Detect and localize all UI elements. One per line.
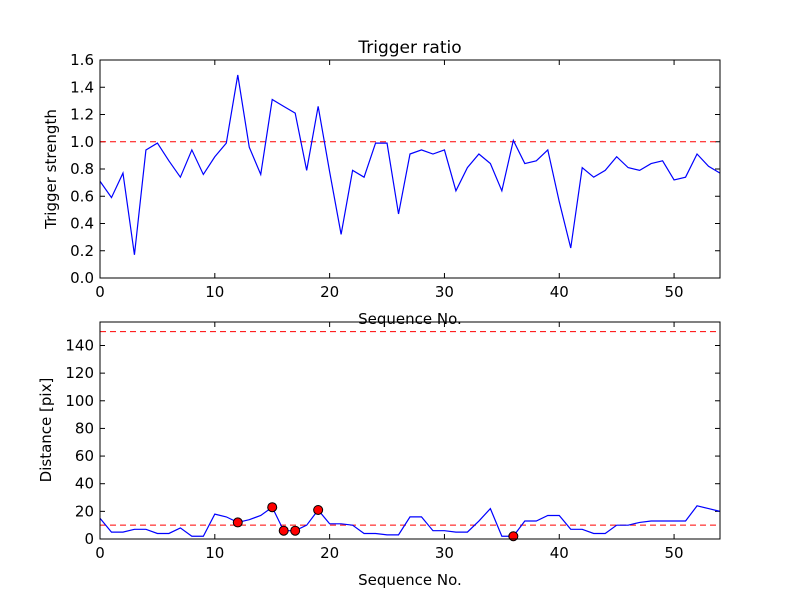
- x-tick-label: 50: [665, 544, 684, 562]
- highlight-marker: [232, 517, 243, 528]
- y-tick-label: 0.6: [70, 187, 94, 205]
- y-tick-label: 0.0: [70, 269, 94, 287]
- highlight-marker: [267, 502, 278, 513]
- x-tick-label: 30: [435, 283, 454, 301]
- y-tick-label: 1.4: [70, 78, 94, 96]
- chart-title: Trigger ratio: [357, 38, 461, 58]
- y-tick-label: 40: [75, 475, 94, 493]
- y-tick-label: 0: [84, 530, 94, 548]
- y-tick-label: 0.4: [70, 215, 94, 233]
- y-tick-label: 120: [65, 364, 94, 382]
- y-tick-label: 1.0: [70, 133, 94, 151]
- x-tick-label: 40: [550, 283, 569, 301]
- y-tick-label: 80: [75, 419, 94, 437]
- y-tick-label: 60: [75, 447, 94, 465]
- y-tick-label: 1.2: [70, 106, 94, 124]
- x-tick-label: 0: [95, 283, 105, 301]
- distance-panel: 0 10 20 30 40 50 0 20 40 60 80 100 120 140 Sequence N…: [37, 321, 721, 589]
- trigger-ratio-panel: Trigger ratio 0 10 20 30 40 50 0.0 0.2 0.4 0.6 0.8…: [42, 38, 721, 328]
- x-tick-label: 30: [435, 544, 454, 562]
- x-tick-label: 20: [320, 544, 339, 562]
- plot-frame: [99, 59, 721, 279]
- highlight-marker: [313, 504, 324, 515]
- y-axis-label: Trigger strength: [42, 109, 60, 230]
- x-axis-label: Sequence No.: [358, 310, 462, 328]
- y-tick-label: 0.2: [70, 242, 94, 260]
- x-tick-label: 10: [205, 544, 224, 562]
- series-line: [99, 505, 721, 537]
- y-tick-label: 1.6: [70, 51, 94, 69]
- y-tick-label: 20: [75, 502, 94, 520]
- y-tick-label: 140: [65, 336, 94, 354]
- plot-frame: [99, 321, 721, 540]
- highlight-marker: [290, 525, 301, 536]
- highlight-marker: [508, 531, 519, 542]
- series-line: [99, 74, 721, 255]
- x-axis-label: Sequence No.: [358, 571, 462, 589]
- x-tick-label: 10: [205, 283, 224, 301]
- y-tick-label: 0.8: [70, 160, 94, 178]
- x-tick-label: 40: [550, 544, 569, 562]
- highlight-marker: [278, 525, 289, 536]
- x-tick-label: 20: [320, 283, 339, 301]
- x-tick-label: 0: [95, 544, 105, 562]
- y-tick-label: 100: [65, 392, 94, 410]
- y-axis-label: Distance [pix]: [37, 378, 55, 483]
- x-tick-label: 50: [665, 283, 684, 301]
